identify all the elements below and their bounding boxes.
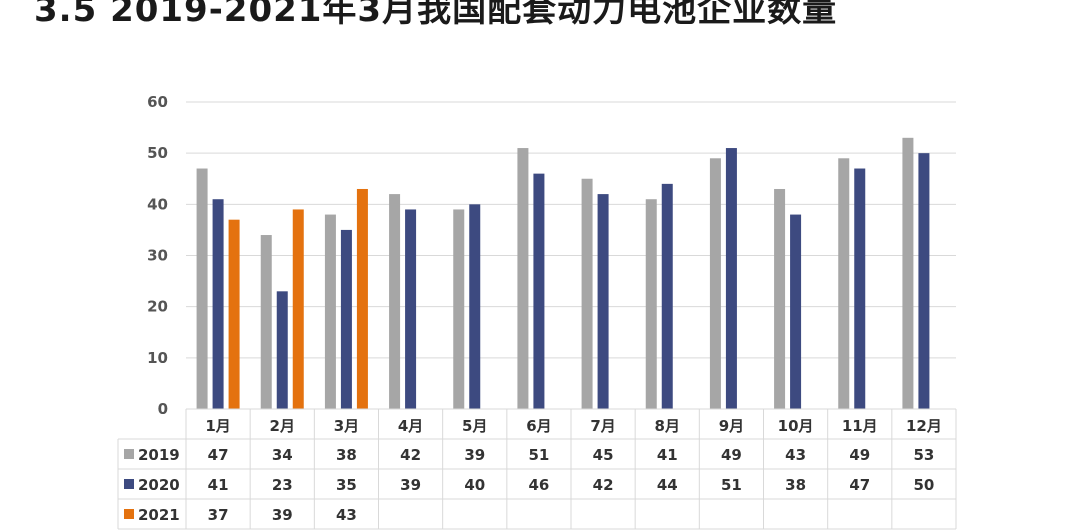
data-label-2021-2: 39 — [272, 506, 293, 524]
y-tick-label: 30 — [147, 247, 168, 265]
data-label-2019-1: 47 — [208, 446, 229, 464]
data-label-2019-6: 51 — [528, 446, 549, 464]
y-axis-ticks: 0 10 20 30 40 50 60 — [147, 93, 168, 418]
data-label-2020-5: 40 — [464, 476, 485, 494]
data-label-2020-11: 47 — [849, 476, 870, 494]
page-title: 3.5 2019-2021年3月我国配套动力电池企业数量 — [34, 0, 838, 30]
bar-2021-3 — [356, 188, 368, 409]
x-category-label: 11月 — [842, 417, 878, 435]
x-category-label: 7月 — [590, 417, 615, 435]
data-label-2019-3: 38 — [336, 446, 357, 464]
data-label-2019-5: 39 — [464, 446, 485, 464]
legend-label-2019: 2019 — [138, 446, 180, 464]
data-label-2019-2: 34 — [272, 446, 293, 464]
bar-2019-12 — [902, 137, 914, 410]
data-label-2020-2: 23 — [272, 476, 293, 494]
bar-2020-6 — [533, 173, 545, 409]
x-category-label: 2月 — [270, 417, 295, 435]
data-label-2019-10: 43 — [785, 446, 806, 464]
y-tick-label: 20 — [147, 298, 168, 316]
data-label-2019-8: 41 — [657, 446, 678, 464]
x-category-label: 4月 — [398, 417, 423, 435]
bar-2020-9 — [725, 148, 737, 410]
y-tick-label: 0 — [158, 400, 168, 418]
bar-2019-11 — [838, 158, 850, 409]
bar-2020-10 — [790, 214, 802, 409]
bar-2020-12 — [918, 153, 930, 409]
bars — [196, 137, 930, 410]
bar-2020-7 — [597, 194, 609, 409]
bar-2019-6 — [517, 148, 529, 410]
gridlines — [186, 101, 956, 359]
bar-2019-3 — [324, 214, 336, 409]
bar-2019-8 — [645, 199, 657, 409]
legend-label-2021: 2021 — [138, 506, 180, 524]
data-label-2019-11: 49 — [849, 446, 870, 464]
y-tick-label: 60 — [147, 93, 168, 111]
bar-2019-5 — [453, 209, 465, 409]
x-category-label: 1月 — [205, 417, 230, 435]
data-label-2021-3: 43 — [336, 506, 357, 524]
data-label-2019-12: 53 — [913, 446, 934, 464]
bar-2021-1 — [228, 219, 240, 409]
data-label-2020-9: 51 — [721, 476, 742, 494]
data-table: 1月 2月 3月 4月 5月 6月 7月 8月 9月 10月 11月 12月 2019 47 34 38 42 3… — [117, 408, 957, 530]
data-label-2019-7: 45 — [593, 446, 614, 464]
legend-label-2020: 2020 — [138, 476, 180, 494]
x-category-label: 9月 — [719, 417, 744, 435]
y-tick-label: 10 — [147, 349, 168, 367]
data-label-2020-1: 41 — [208, 476, 229, 494]
bar-2020-4 — [405, 209, 417, 409]
bar-2019-1 — [196, 168, 208, 409]
legend-swatch-2019 — [124, 449, 134, 459]
bar-2019-4 — [389, 194, 401, 409]
x-category-label: 5月 — [462, 417, 487, 435]
data-label-2020-12: 50 — [913, 476, 934, 494]
data-label-2020-6: 46 — [528, 476, 549, 494]
data-label-2021-1: 37 — [208, 506, 229, 524]
bar-2020-11 — [854, 168, 866, 409]
bar-2020-5 — [469, 204, 481, 409]
bar-2019-7 — [581, 178, 593, 409]
data-label-2020-7: 42 — [593, 476, 614, 494]
bar-2019-2 — [260, 235, 272, 409]
bar-2020-2 — [276, 291, 288, 409]
data-label-2020-8: 44 — [657, 476, 678, 494]
x-category-label: 10月 — [778, 417, 814, 435]
bar-2019-10 — [774, 188, 786, 409]
y-tick-label: 50 — [147, 144, 168, 162]
data-label-2019-9: 49 — [721, 446, 742, 464]
data-label-2020-3: 35 — [336, 476, 357, 494]
legend-swatch-2020 — [124, 479, 134, 489]
x-category-label: 3月 — [334, 417, 359, 435]
data-label-2019-4: 42 — [400, 446, 421, 464]
legend-swatch-2021 — [124, 509, 134, 519]
bar-2021-2 — [292, 209, 304, 409]
bar-2020-8 — [661, 183, 673, 409]
x-category-label: 8月 — [655, 417, 680, 435]
x-category-label: 6月 — [526, 417, 551, 435]
data-label-2020-4: 39 — [400, 476, 421, 494]
x-category-label: 12月 — [906, 417, 942, 435]
data-label-2020-10: 38 — [785, 476, 806, 494]
bar-2019-9 — [709, 158, 721, 409]
y-tick-label: 40 — [147, 195, 168, 213]
bar-2020-3 — [340, 229, 352, 409]
bar-2020-1 — [212, 199, 224, 409]
